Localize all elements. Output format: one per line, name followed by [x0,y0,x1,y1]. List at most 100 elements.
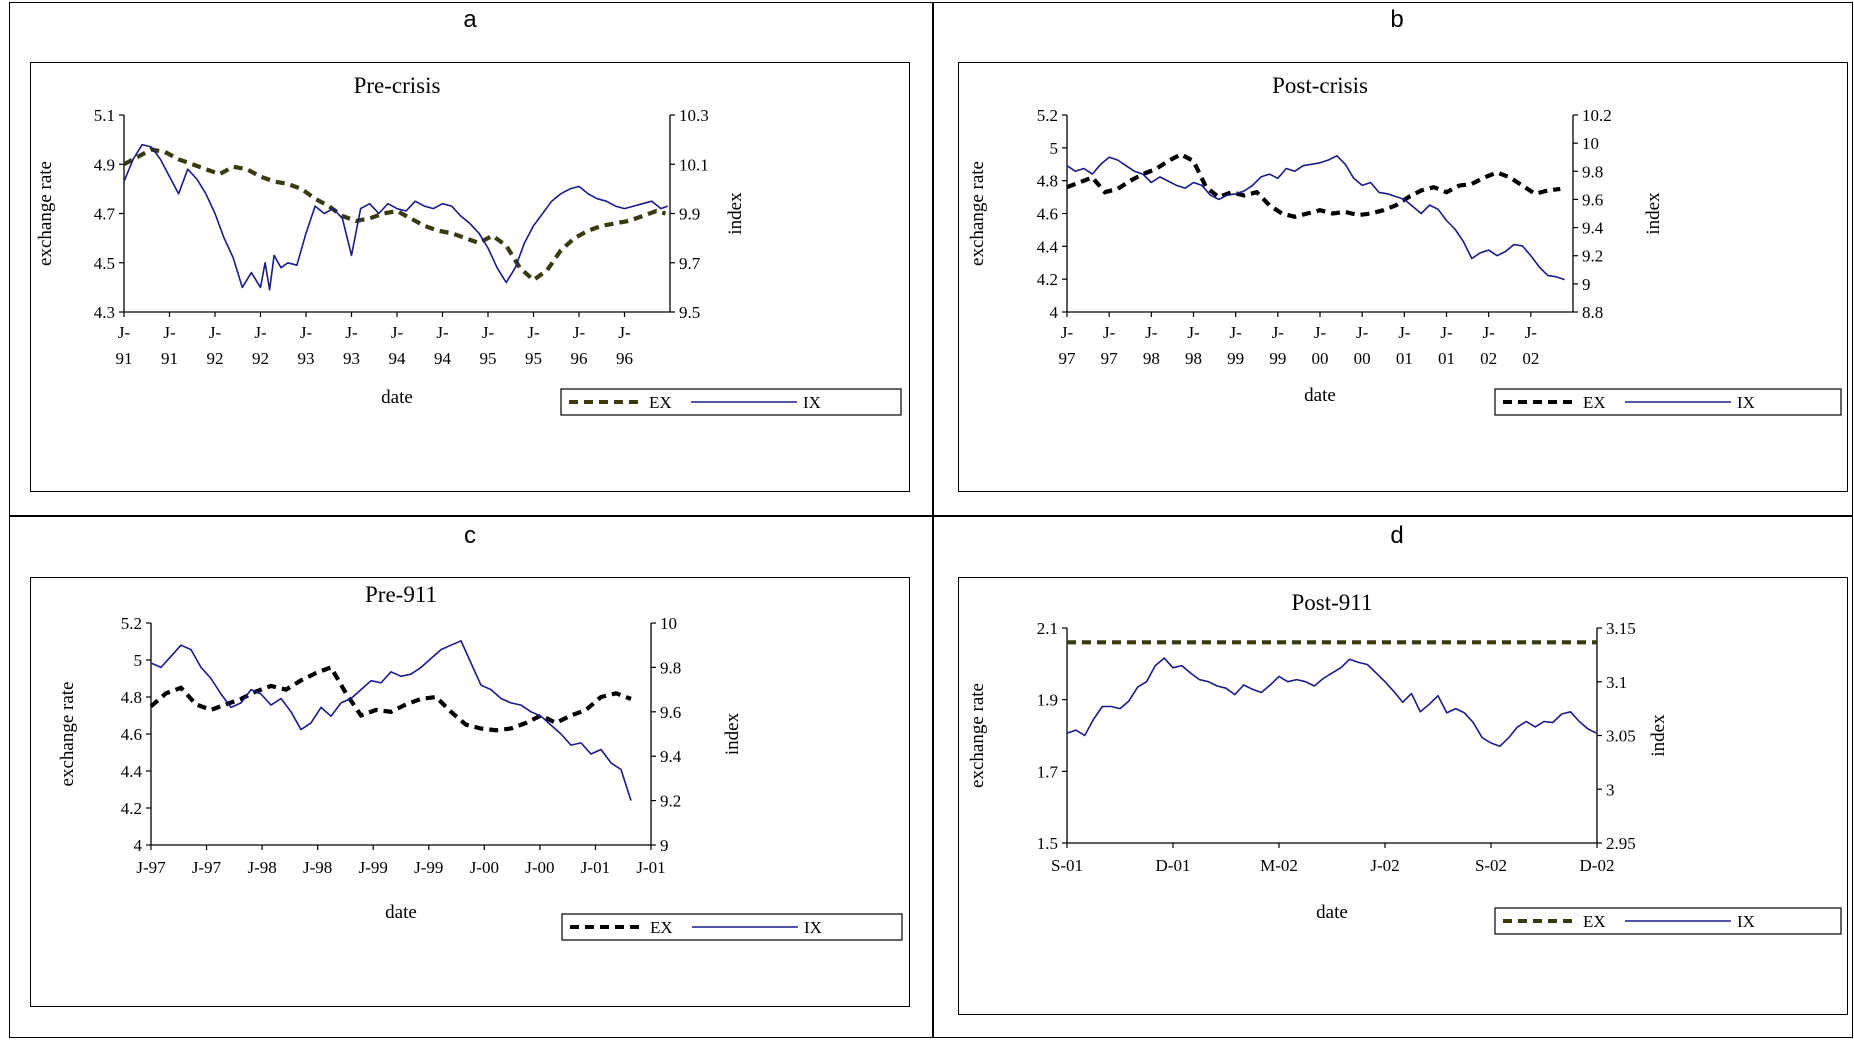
chart-b-legend-ix-label: IX [1737,393,1755,412]
chart-a-xtick-label: J- [254,323,267,342]
chart-c-series-ix [150,639,632,801]
chart-b-ytick-label: 4 [1050,303,1059,322]
chart-c-xtick-label: J-97 [136,858,166,877]
chart-d-xtick-label: D-02 [1580,856,1615,875]
chart-d-xtick-label: S-01 [1051,856,1083,875]
chart-c-xtick-label: J-01 [581,858,610,877]
chart-a-xtick-label: J- [345,323,358,342]
chart-b-xtick-label: J- [1356,323,1369,342]
chart-a-xtick-label: 93 [298,349,315,368]
chart-a-y2tick-label: 9.7 [679,254,701,273]
chart-a-y2tick-label: 10.3 [679,106,709,125]
chart-c-xtick-label: J-97 [192,858,222,877]
chart-d-ylabel: exchange rate [967,683,988,788]
chart-a-y2tick-label: 9.9 [679,205,700,224]
chart-b-y2tick-label: 9 [1582,275,1591,294]
panel-label-a: a [463,6,477,33]
chart-a-xtick-label: J- [482,323,495,342]
chart-c-y2tick-label: 9.8 [660,658,681,677]
chart-c-ytick-label: 5.2 [121,614,142,633]
chart-c: Pre-911 5.2 5 4.8 4.6 4.4 4.2 4 10 9.8 9.6 9.4 9.2 9 J… [57,582,903,941]
chart-a-legend-ex-label: EX [649,393,672,412]
chart-c-title: Pre-911 [365,582,437,607]
chart-c-ylabel: exchange rate [57,682,78,787]
chart-a-xtick-label: 93 [343,349,360,368]
chart-d-series-ix [1066,657,1598,748]
chart-d: Post-911 2.1 1.9 1.7 1.5 3.15 3.1 3.05 3 2.95 S-01… [967,590,1842,935]
chart-d-legend-ex-label: EX [1583,912,1606,931]
chart-a-y2tick-label: 9.5 [679,303,700,322]
chart-b-xtick-label: J- [1314,323,1327,342]
chart-b-xtick-label: 02 [1522,349,1539,368]
chart-a-xtick-label: J- [391,323,404,342]
chart-a-xtick-label: 96 [616,349,633,368]
chart-c-ytick-label: 4.4 [121,762,143,781]
chart-d-xtick-label: S-02 [1475,856,1507,875]
chart-b-xtick-label: 99 [1269,349,1286,368]
chart-c-legend-ix-label: IX [804,918,822,937]
chart-b-legend-ex-label: EX [1583,393,1606,412]
chart-b-xtick-label: 01 [1438,349,1455,368]
chart-b-xtick-label: J- [1272,323,1285,342]
chart-b-xtick-label: 98 [1143,349,1160,368]
chart-a-xtick-label: 95 [525,349,542,368]
chart-c-xtick-label: J-00 [470,858,499,877]
chart-a-series-ex [123,147,667,283]
chart-d-xlabel: date [1316,902,1348,923]
chart-b-xtick-label: 00 [1354,349,1371,368]
chart-c-y2tick-label: 9.2 [660,792,681,811]
chart-a-xtick-label: J- [573,323,586,342]
chart-b-xlabel: date [1304,385,1336,406]
chart-b-y2tick-label: 9.4 [1582,219,1604,238]
chart-a-y2tick-label: 10.1 [679,155,709,174]
chart-c-xtick-label: J-01 [636,858,665,877]
chart-a-xtick-label: J- [300,323,313,342]
chart-b-xtick-label: J- [1103,323,1116,342]
chart-a-xtick-label: J- [209,323,222,342]
chart-b-series-ix [1066,155,1565,281]
chart-b-xtick-label: 97 [1059,349,1077,368]
chart-a-title: Pre-crisis [354,73,441,98]
chart-b-xtick-label: J- [1061,323,1074,342]
chart-a-legend-ix-label: IX [803,393,821,412]
grid-divider-horizontal [9,515,1853,517]
chart-b-ytick-label: 4.6 [1037,205,1058,224]
chart-panel-b: Post-crisis 5.2 5 4.8 4.6 4.4 4.2 4 10.2 10 9.8 9.6… [958,62,1848,492]
panel-grid [9,2,1853,1038]
chart-c-y2tick-label: 9.6 [660,703,681,722]
chart-d-y2tick-label: 3.15 [1606,619,1636,638]
panel-label-d: d [1390,522,1404,549]
panel-label-b: b [1390,6,1404,33]
chart-a-xtick-label: J- [163,323,176,342]
chart-b-xtick-label: J- [1145,323,1158,342]
chart-c-y2tick-label: 9.4 [660,747,682,766]
chart-a-xtick-label: 94 [434,349,452,368]
chart-b-ytick-label: 4.2 [1037,270,1058,289]
chart-d-y2tick-label: 3.05 [1606,727,1636,746]
chart-a-xtick-label: 95 [480,349,497,368]
chart-panel-c: Pre-911 5.2 5 4.8 4.6 4.4 4.2 4 10 9.8 9.6 9.4 9.2 9 J… [30,577,910,1007]
chart-b-y2tick-label: 9.2 [1582,247,1603,266]
chart-b-y2tick-label: 9.6 [1582,190,1603,209]
chart-c-legend-ex-label: EX [650,918,673,937]
chart-b-y2tick-label: 10.2 [1582,106,1612,125]
chart-c-y2tick-label: 9 [660,836,669,855]
chart-a-ytick-label: 4.9 [94,155,115,174]
chart-b-xtick-label: J- [1398,323,1411,342]
chart-b-xtick-label: 97 [1101,349,1119,368]
chart-b-xtick-label: J- [1483,323,1496,342]
chart-c-xtick-label: J-98 [247,858,276,877]
chart-b-xtick-label: 01 [1396,349,1413,368]
chart-b: Post-crisis 5.2 5 4.8 4.6 4.4 4.2 4 10.2 10 9.8 9.6… [967,73,1842,416]
chart-d-xtick-label: D-01 [1156,856,1191,875]
chart-c-xtick-label: J-99 [359,858,388,877]
chart-c-xtick-label: J-00 [525,858,554,877]
chart-b-xtick-label: 98 [1185,349,1202,368]
chart-d-y2tick-label: 3.1 [1606,673,1627,692]
chart-a-ytick-label: 4.5 [94,254,115,273]
chart-b-xtick-label: J- [1230,323,1243,342]
chart-c-y2tick-label: 10 [660,614,677,633]
chart-b-y2tick-label: 8.8 [1582,303,1603,322]
chart-d-y2tick-label: 2.95 [1606,834,1636,853]
chart-b-xtick-label: J- [1440,323,1453,342]
